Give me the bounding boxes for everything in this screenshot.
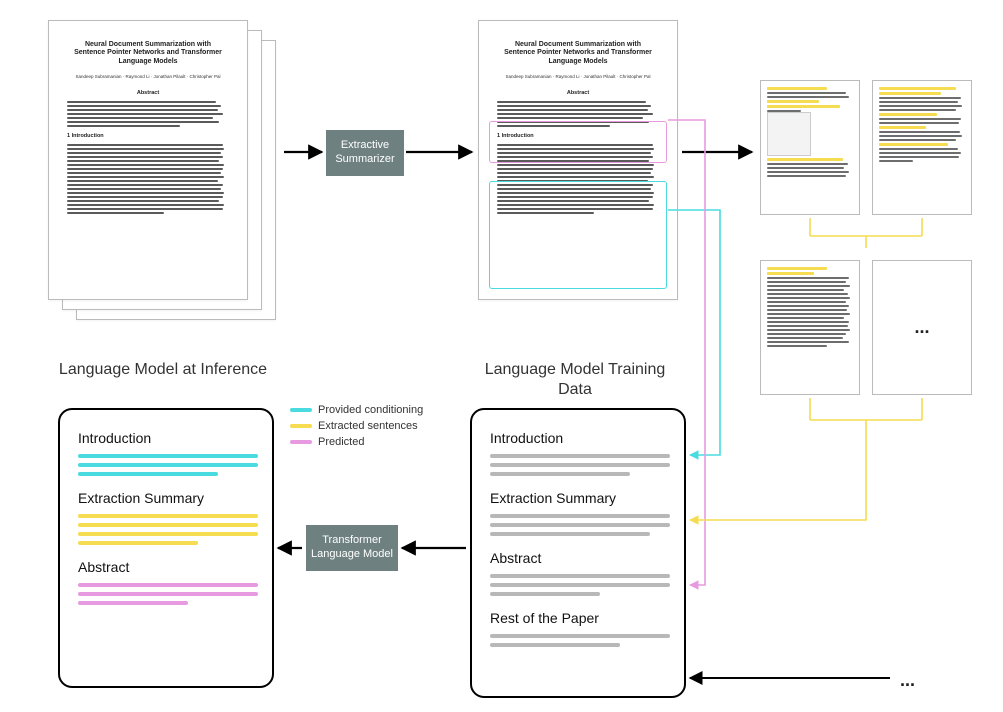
paper-abstract-heading-2: Abstract [497, 90, 659, 97]
paper-intro-body [67, 144, 229, 214]
lm-lines [78, 454, 254, 476]
lm-lines [78, 583, 254, 605]
mini-page-3 [760, 260, 860, 395]
paper-authors: Sandeep Subramanian · Raymond Li · Jonat… [67, 74, 229, 80]
mini-page-ellipsis: ... [872, 260, 972, 395]
ellipsis-icon: ... [914, 317, 929, 338]
highlight-abstract-box [489, 121, 667, 163]
lm-section-title: Extraction Summary [78, 490, 254, 506]
legend-swatch [290, 440, 312, 444]
lm-section-title: Extraction Summary [490, 490, 666, 506]
legend-swatch [290, 408, 312, 412]
lm-section-title: Introduction [490, 430, 666, 446]
highlight-intro-box [489, 181, 667, 289]
legend-row: Provided conditioning [290, 404, 423, 416]
paper-stack: Neural Document Summarization with Sente… [48, 20, 252, 320]
lm-lines [490, 514, 666, 536]
legend: Provided conditioning Extracted sentence… [290, 404, 423, 452]
lm-lines [490, 454, 666, 476]
lm-section-title: Abstract [490, 550, 666, 566]
legend-swatch [290, 424, 312, 428]
paper-abstract-heading: Abstract [67, 90, 229, 97]
mini-figure-icon [767, 112, 811, 156]
lm-section-title: Abstract [78, 559, 254, 575]
paper-abstract-body [67, 101, 229, 127]
lm-lines [78, 514, 254, 545]
paper-annotated: Neural Document Summarization with Sente… [478, 20, 678, 300]
lm-lines [490, 634, 666, 647]
mini-page-2 [872, 80, 972, 215]
lm-training-heading: Language Model Training Data [470, 360, 680, 400]
legend-label: Provided conditioning [318, 404, 423, 416]
extractive-summarizer-box: Extractive Summarizer [326, 130, 404, 176]
lm-inference-card: Introduction Extraction Summary Abstract [58, 408, 274, 688]
legend-label: Predicted [318, 436, 364, 448]
lm-section-title: Introduction [78, 430, 254, 446]
extractive-summarizer-label: Extractive Summarizer [330, 139, 400, 167]
paper-front: Neural Document Summarization with Sente… [48, 20, 248, 300]
lm-lines [490, 574, 666, 596]
mini-page-1 [760, 80, 860, 215]
legend-row: Predicted [290, 436, 423, 448]
lm-section-title: Rest of the Paper [490, 610, 666, 626]
lm-training-card: Introduction Extraction Summary Abstract… [470, 408, 686, 698]
transformer-lm-label: Transformer Language Model [310, 534, 394, 562]
transformer-lm-box: Transformer Language Model [306, 525, 398, 571]
paper-title-2: Neural Document Summarization with Sente… [503, 41, 653, 66]
legend-row: Extracted sentences [290, 420, 423, 432]
legend-label: Extracted sentences [318, 420, 418, 432]
ellipsis-bottom: ... [900, 670, 915, 691]
paper-section-1-heading: 1 Introduction [67, 133, 229, 140]
paper-authors-2: Sandeep Subramanian · Raymond Li · Jonat… [497, 74, 659, 80]
lm-inference-heading: Language Model at Inference [58, 360, 268, 380]
paper-title: Neural Document Summarization with Sente… [73, 41, 223, 66]
